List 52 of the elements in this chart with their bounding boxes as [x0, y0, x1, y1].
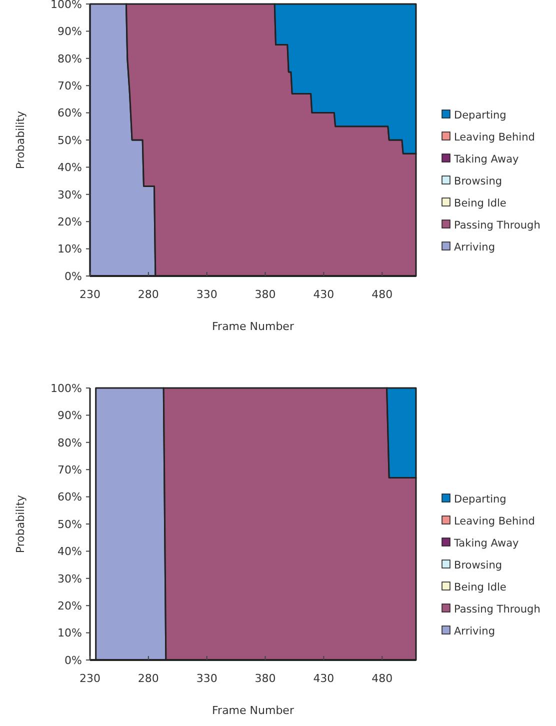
y-tick-label: 30%: [58, 572, 82, 586]
y-tick-label: 60%: [58, 106, 82, 120]
y-tick-label: 100%: [50, 382, 82, 395]
y-tick-label: 30%: [58, 188, 82, 202]
x-tick-label: 480: [372, 288, 393, 301]
legend-label: Departing: [454, 494, 506, 506]
y-tick-label: 100%: [50, 0, 82, 11]
legend-label: Taking Away: [453, 154, 519, 166]
legend-label: Arriving: [454, 242, 496, 254]
y-tick-label: 90%: [58, 25, 82, 38]
x-tick-label: 230: [80, 288, 100, 301]
y-tick-label: 50%: [58, 518, 82, 531]
y-tick-label: 40%: [58, 545, 82, 558]
x-tick-label: 480: [372, 672, 393, 685]
legend-label: Arriving: [454, 626, 496, 638]
y-tick-label: 80%: [58, 52, 82, 66]
x-axis-title: Frame Number: [212, 320, 294, 333]
y-tick-label: 0%: [64, 270, 82, 283]
legend-label: Passing Through: [454, 604, 540, 616]
y-tick-label: 10%: [58, 626, 82, 640]
x-axis-title: Frame Number: [212, 704, 294, 717]
y-tick-label: 20%: [58, 599, 82, 612]
y-tick-label: 0%: [64, 654, 82, 667]
legend-label: Taking Away: [453, 538, 519, 550]
y-tick-label: 80%: [58, 436, 82, 450]
x-tick-label: 430: [313, 672, 334, 685]
x-tick-label: 380: [254, 288, 276, 301]
y-axis-title: Probability: [14, 494, 27, 554]
legend-label: Passing Through: [454, 220, 540, 232]
y-axis-title: Probability: [14, 110, 27, 170]
x-tick-label: 280: [138, 672, 159, 685]
y-tick-label: 20%: [58, 215, 82, 228]
legend-label: Browsing: [454, 176, 502, 188]
y-tick-label: 50%: [58, 134, 82, 147]
x-tick-label: 330: [196, 288, 218, 301]
x-tick-label: 430: [313, 288, 334, 301]
x-tick-label: 280: [138, 288, 159, 301]
y-tick-label: 70%: [58, 79, 82, 92]
legend-label: Browsing: [454, 560, 502, 572]
y-tick-label: 60%: [58, 490, 82, 504]
legend-label: Being Idle: [454, 198, 506, 210]
legend-label: Departing: [454, 110, 506, 122]
x-tick-label: 230: [80, 672, 100, 685]
legend-label: Leaving Behind: [454, 516, 535, 528]
y-tick-label: 90%: [58, 409, 82, 422]
x-tick-label: 380: [254, 672, 276, 685]
y-tick-label: 10%: [58, 242, 82, 256]
y-tick-label: 40%: [58, 161, 82, 174]
legend-label: Leaving Behind: [454, 132, 535, 144]
legend-label: Being Idle: [454, 582, 506, 594]
y-tick-label: 70%: [58, 463, 82, 476]
x-tick-label: 330: [196, 672, 218, 685]
